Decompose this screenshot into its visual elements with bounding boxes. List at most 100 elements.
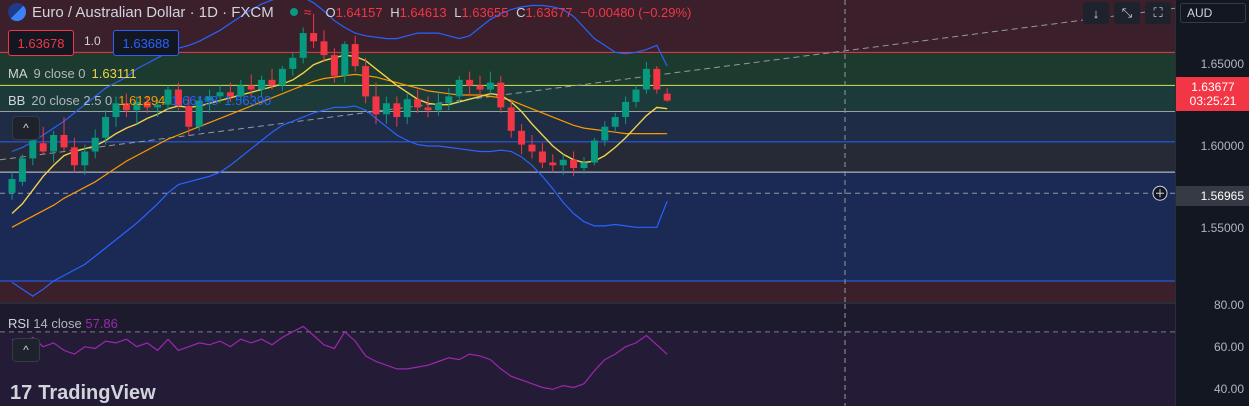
candle[interactable] [289, 52, 297, 76]
candle[interactable] [91, 129, 99, 159]
trend-line[interactable] [0, 7, 1175, 161]
candle[interactable] [8, 172, 16, 200]
candle[interactable] [486, 71, 494, 94]
candle[interactable] [653, 66, 661, 94]
rsi-tick: 80.00 [1213, 298, 1244, 312]
candle[interactable] [29, 134, 37, 166]
rsi-collapse-button[interactable]: ^ [12, 338, 40, 362]
pane-separator[interactable] [0, 302, 1249, 304]
candle[interactable] [497, 75, 505, 113]
candle[interactable] [102, 110, 110, 145]
candle[interactable] [237, 79, 245, 102]
bb-legend[interactable]: BB 20 close 2.5 0 1.61294 1.66198 1.5639… [8, 93, 271, 108]
candle[interactable] [507, 99, 515, 138]
candle[interactable] [206, 89, 214, 113]
candle[interactable] [258, 75, 266, 97]
price-chart-pane[interactable] [0, 0, 1175, 303]
candle[interactable] [528, 134, 536, 159]
candle[interactable] [60, 117, 68, 152]
arrow-down-icon: ↓ [1092, 5, 1100, 21]
candle[interactable] [445, 88, 453, 111]
candle[interactable] [414, 89, 422, 113]
candle-body [278, 68, 286, 86]
candle[interactable] [601, 121, 609, 146]
buy-button[interactable]: 1.63688 [113, 30, 179, 56]
price-change: −0.00480 (−0.29%) [580, 4, 692, 20]
candle-body [570, 159, 578, 169]
fullscreen-button[interactable]: ⛶ [1145, 2, 1171, 24]
tradingview-logo[interactable]: 17 TradingView [10, 382, 156, 405]
candle[interactable] [372, 82, 380, 124]
price-axis[interactable]: AUD 1.65000 1.60000 1.55000 1.63677 03:2… [1175, 0, 1249, 406]
candle[interactable] [455, 75, 463, 104]
candle[interactable] [362, 57, 370, 104]
candle[interactable] [310, 13, 318, 49]
candle[interactable] [330, 48, 338, 83]
candle[interactable] [143, 96, 151, 113]
candle[interactable] [320, 30, 328, 62]
rsi-pane[interactable]: RSI 14 close 57.86 ^ [0, 304, 1175, 406]
candle-body [102, 117, 110, 138]
sell-button[interactable]: 1.63678 [8, 30, 74, 56]
candle[interactable] [590, 137, 598, 166]
symbol-title[interactable]: Euro / Australian Dollar · 1D · FXCM [32, 3, 274, 21]
candle[interactable] [185, 96, 193, 135]
rsi-line [11, 325, 668, 390]
price-chart[interactable] [0, 0, 1175, 303]
rsi-chart[interactable] [0, 304, 1175, 406]
candle[interactable] [112, 96, 120, 127]
candle[interactable] [476, 75, 484, 97]
candle[interactable] [341, 41, 349, 83]
candle[interactable] [278, 66, 286, 91]
candle[interactable] [226, 82, 234, 102]
candle[interactable] [268, 68, 276, 90]
candle[interactable] [622, 96, 630, 124]
candle[interactable] [299, 27, 307, 64]
candle[interactable] [518, 123, 526, 155]
candle[interactable] [216, 85, 224, 104]
candle[interactable] [611, 112, 619, 133]
currency-selector[interactable]: AUD [1180, 3, 1246, 23]
candle[interactable] [642, 61, 650, 94]
candle[interactable] [18, 154, 26, 186]
candle[interactable] [466, 71, 474, 97]
candle[interactable] [382, 96, 390, 124]
candle-body [642, 68, 650, 90]
candle[interactable] [570, 151, 578, 177]
candle-body [507, 107, 515, 131]
candle[interactable] [195, 96, 203, 131]
candle[interactable] [133, 96, 141, 124]
candle[interactable] [70, 137, 78, 173]
rsi-legend[interactable]: RSI 14 close 57.86 [8, 316, 118, 331]
candle-body [39, 143, 47, 152]
candle[interactable] [559, 154, 567, 175]
candle[interactable] [122, 93, 130, 118]
candle-body [8, 179, 16, 193]
candle[interactable] [663, 88, 671, 102]
candle[interactable] [434, 90, 442, 116]
candle[interactable] [580, 157, 588, 174]
tradingview-logo-icon: 17 [10, 382, 33, 404]
scroll-down-button[interactable]: ↓ [1083, 2, 1109, 24]
candle[interactable] [50, 130, 58, 163]
candle[interactable] [632, 85, 640, 108]
candle[interactable] [393, 96, 401, 127]
market-open-dot-icon [289, 8, 298, 16]
candle[interactable] [81, 144, 89, 175]
candle[interactable] [351, 35, 359, 72]
candle[interactable] [154, 99, 162, 118]
candle-body [653, 68, 661, 90]
candle[interactable] [403, 93, 411, 124]
candle[interactable] [538, 143, 546, 169]
collapse-button[interactable]: ⤡ [1114, 2, 1140, 24]
legend-collapse-button[interactable]: ^ [12, 116, 40, 140]
candle[interactable] [247, 74, 255, 97]
candle[interactable] [549, 154, 557, 173]
candle[interactable] [174, 82, 182, 111]
ma-legend[interactable]: MA 9 close 0 1.63111 [8, 66, 137, 81]
candle[interactable] [424, 96, 432, 118]
wave-icon[interactable]: ≈ [303, 4, 312, 20]
candle[interactable] [164, 85, 172, 111]
candle[interactable] [39, 126, 47, 155]
candle-body [434, 103, 442, 111]
